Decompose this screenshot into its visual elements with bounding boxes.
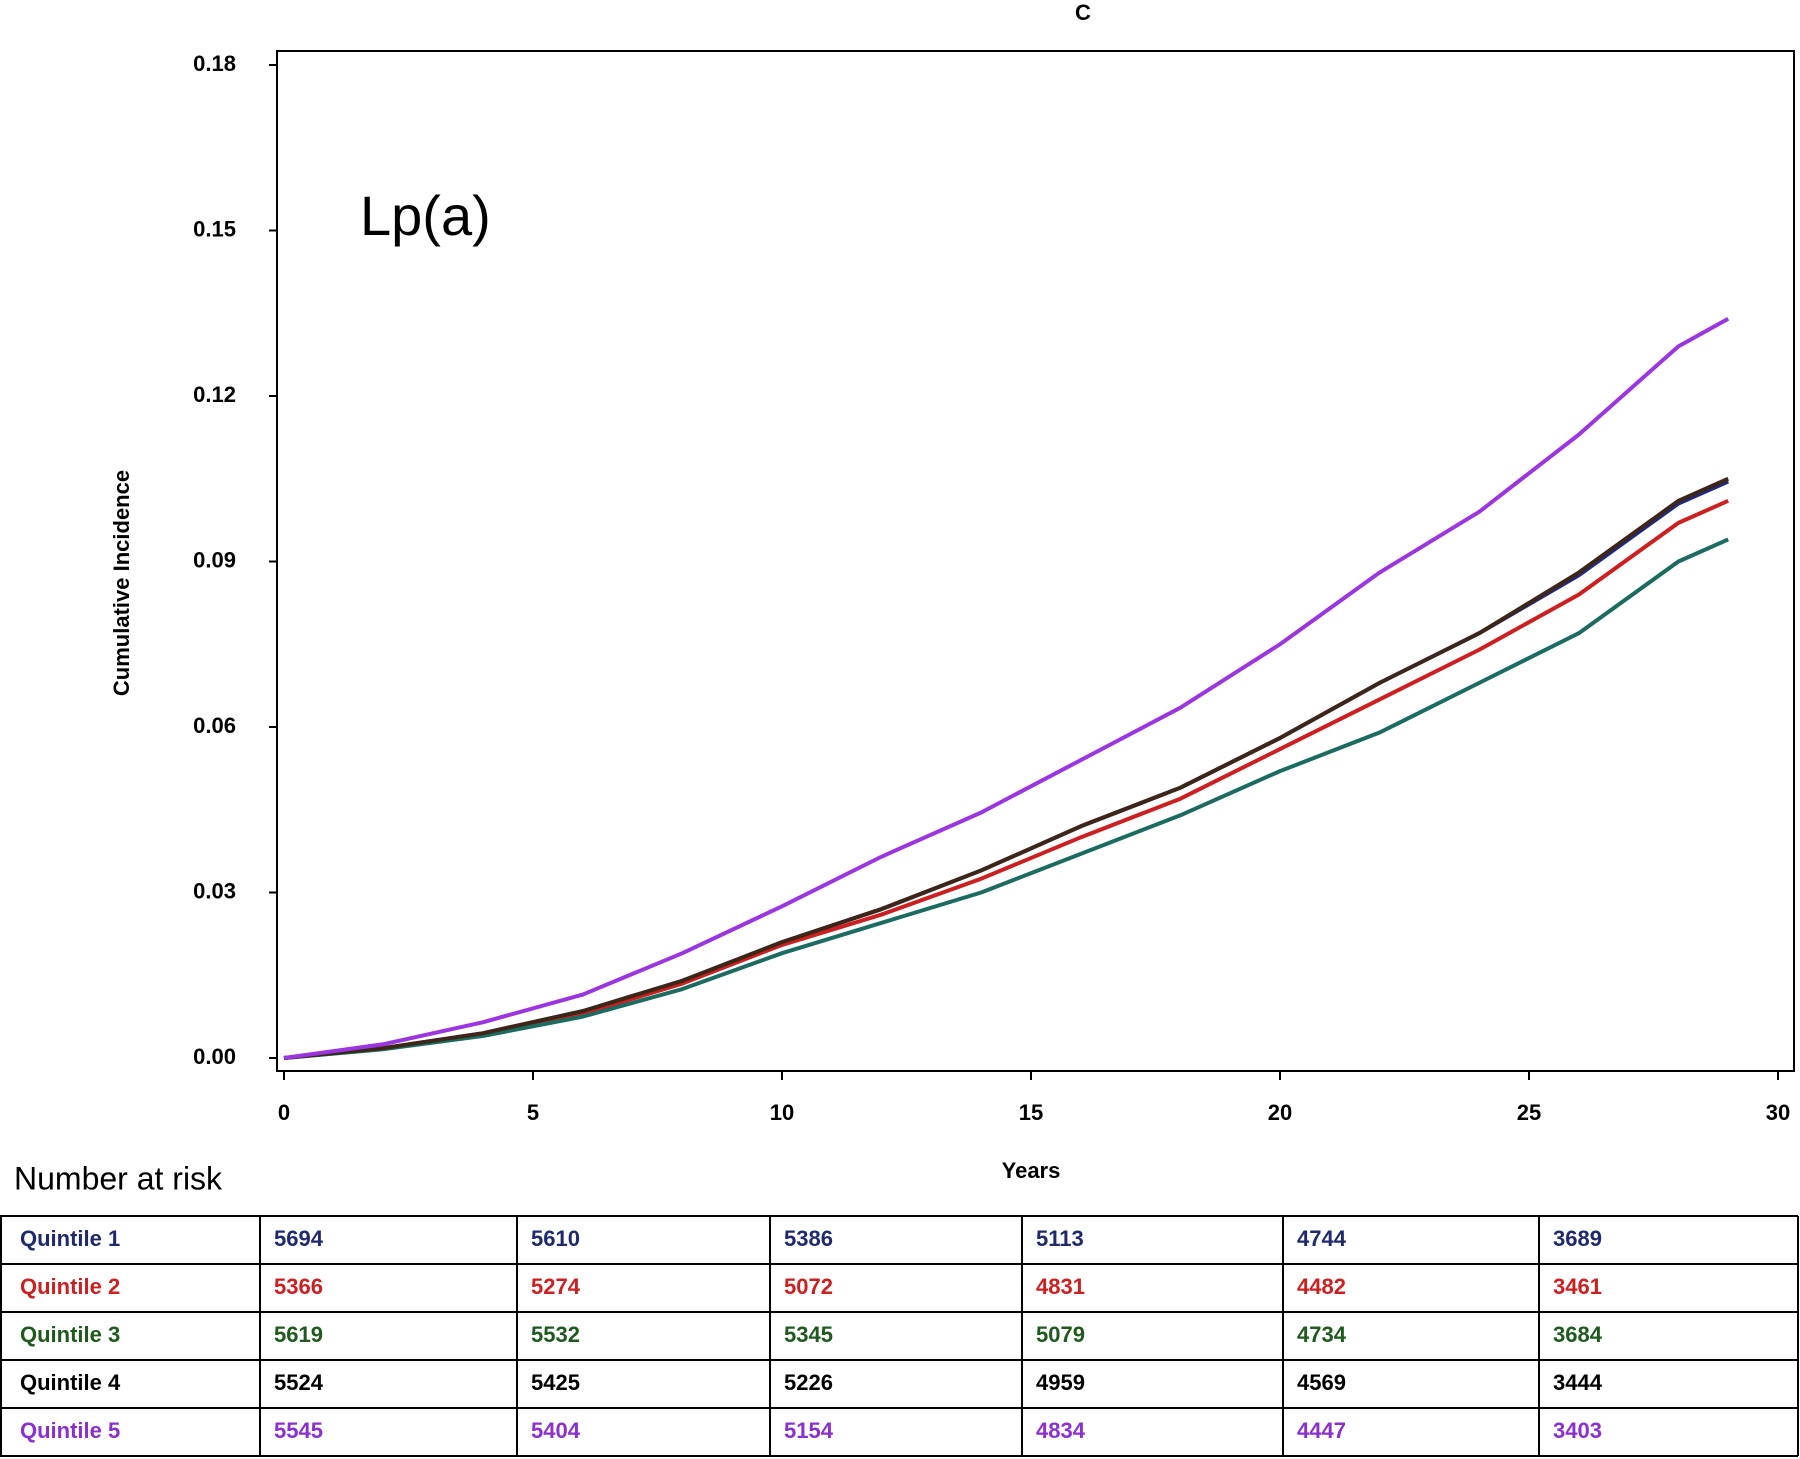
risk-count: 5386 (784, 1226, 833, 1251)
risk-count: 3403 (1553, 1418, 1602, 1443)
y-tick-label: 0.15 (193, 216, 236, 241)
risk-count: 5545 (274, 1418, 323, 1443)
risk-count: 5072 (784, 1274, 833, 1299)
row-label: Quintile 1 (20, 1226, 120, 1251)
series-line (283, 537, 1730, 1060)
risk-count: 5366 (274, 1274, 323, 1299)
plot-frame (276, 50, 1795, 1072)
risk-count: 4734 (1297, 1322, 1347, 1347)
annotation: Lp(a) (360, 184, 491, 247)
risk-count: 5226 (784, 1370, 833, 1395)
risk-count: 5113 (1036, 1226, 1084, 1251)
y-tick-label: 0.06 (193, 713, 236, 738)
series-line (283, 476, 1730, 1060)
row-label: Quintile 4 (20, 1370, 121, 1395)
risk-count: 5694 (274, 1226, 324, 1251)
risk-count: 5425 (531, 1370, 580, 1395)
risk-count: 5274 (531, 1274, 581, 1299)
x-tick-label: 25 (1517, 1100, 1541, 1125)
risk-count: 3444 (1553, 1370, 1603, 1395)
risk-count: 4482 (1297, 1274, 1346, 1299)
y-tick-label: 0.18 (193, 51, 236, 76)
series-line (283, 498, 1730, 1060)
row-label: Quintile 5 (20, 1418, 120, 1443)
y-tick-label: 0.03 (193, 878, 236, 903)
risk-count: 4831 (1036, 1274, 1085, 1299)
x-tick-label: 30 (1766, 1100, 1790, 1125)
y-tick-label: 0.12 (193, 382, 236, 407)
x-tick-label: 15 (1019, 1100, 1043, 1125)
risk-count: 4959 (1036, 1370, 1085, 1395)
y-axis-label: Cumulative Incidence (109, 470, 134, 696)
x-tick-label: 5 (527, 1100, 539, 1125)
x-axis-label: Years (1002, 1158, 1061, 1183)
risk-count: 4834 (1036, 1418, 1086, 1443)
risk-count: 3684 (1553, 1322, 1603, 1347)
series-line (283, 317, 1730, 1060)
table-title: Number at risk (14, 1160, 223, 1196)
risk-count: 5619 (274, 1322, 323, 1347)
chart-title: C (1075, 0, 1091, 25)
risk-count: 5079 (1036, 1322, 1085, 1347)
risk-count: 3689 (1553, 1226, 1602, 1251)
risk-count: 4569 (1297, 1370, 1346, 1395)
risk-count: 5154 (784, 1418, 834, 1443)
y-tick-label: 0.00 (193, 1044, 236, 1069)
row-label: Quintile 2 (20, 1274, 120, 1299)
risk-count: 5404 (531, 1418, 581, 1443)
risk-count: 4447 (1297, 1418, 1346, 1443)
series-line (283, 479, 1730, 1060)
x-tick-label: 10 (770, 1100, 794, 1125)
y-tick-label: 0.09 (193, 547, 236, 572)
risk-count: 4744 (1297, 1226, 1347, 1251)
x-tick-label: 0 (278, 1100, 290, 1125)
risk-count: 5345 (784, 1322, 833, 1347)
risk-count: 5610 (531, 1226, 580, 1251)
row-label: Quintile 3 (20, 1322, 120, 1347)
x-tick-label: 20 (1268, 1100, 1292, 1125)
risk-count: 5524 (274, 1370, 324, 1395)
risk-count: 3461 (1553, 1274, 1602, 1299)
risk-count: 5532 (531, 1322, 580, 1347)
